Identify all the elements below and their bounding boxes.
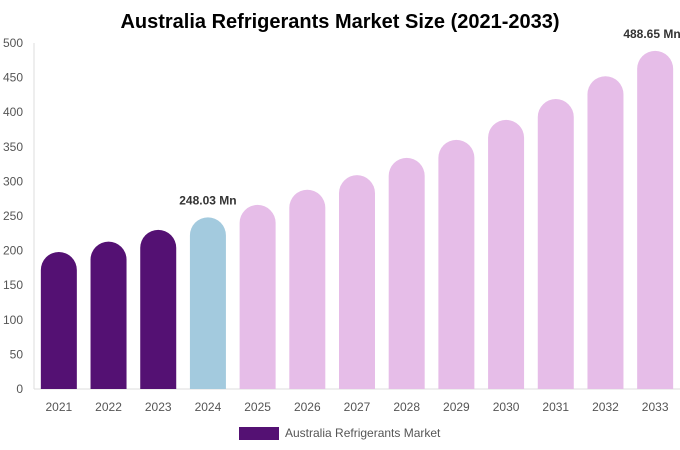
x-tick-label: 2029 — [443, 400, 470, 414]
x-tick-label: 2032 — [592, 400, 619, 414]
bar-2025[interactable] — [239, 204, 276, 389]
x-tick-label: 2030 — [493, 400, 520, 414]
legend-label[interactable]: Australia Refrigerants Market — [285, 426, 441, 440]
bar-2023[interactable] — [140, 229, 177, 389]
y-tick-label: 100 — [3, 313, 23, 327]
x-tick-label: 2027 — [344, 400, 371, 414]
legend-swatch — [239, 427, 279, 440]
bar-2031[interactable] — [537, 99, 574, 389]
bar-2022[interactable] — [90, 241, 127, 389]
y-tick-label: 250 — [3, 209, 23, 223]
y-tick-label: 50 — [10, 347, 24, 361]
data-label: 488.65 Mn — [623, 27, 680, 41]
x-tick-label: 2021 — [45, 400, 72, 414]
bar-2027[interactable] — [339, 175, 375, 389]
x-tick-label: 2028 — [393, 400, 420, 414]
x-tick-label: 2026 — [294, 400, 321, 414]
y-tick-label: 450 — [3, 71, 23, 85]
data-label: 248.03 Mn — [179, 193, 236, 207]
x-tick-label: 2024 — [195, 400, 222, 414]
bar-2030[interactable] — [488, 119, 525, 389]
y-tick-label: 300 — [3, 174, 23, 188]
bar-2026[interactable] — [289, 189, 326, 389]
x-tick-label: 2023 — [145, 400, 172, 414]
bar-2032[interactable] — [587, 76, 624, 389]
y-tick-label: 350 — [3, 140, 23, 154]
bar-2029[interactable] — [438, 139, 475, 389]
x-tick-label: 2031 — [542, 400, 569, 414]
x-tick-label: 2033 — [642, 400, 669, 414]
chart-title: Australia Refrigerants Market Size (2021… — [120, 11, 559, 33]
bar-2028[interactable] — [388, 157, 425, 389]
y-tick-label: 500 — [3, 36, 23, 50]
x-tick-label: 2025 — [244, 400, 271, 414]
x-tick-label: 2022 — [95, 400, 122, 414]
y-tick-label: 400 — [3, 105, 23, 119]
y-tick-label: 150 — [3, 278, 23, 292]
bar-2021[interactable] — [40, 251, 77, 389]
bar-2033[interactable] — [637, 50, 674, 390]
y-tick-label: 200 — [3, 244, 23, 258]
y-tick-label: 0 — [16, 382, 23, 396]
bar-2024[interactable] — [189, 217, 226, 389]
